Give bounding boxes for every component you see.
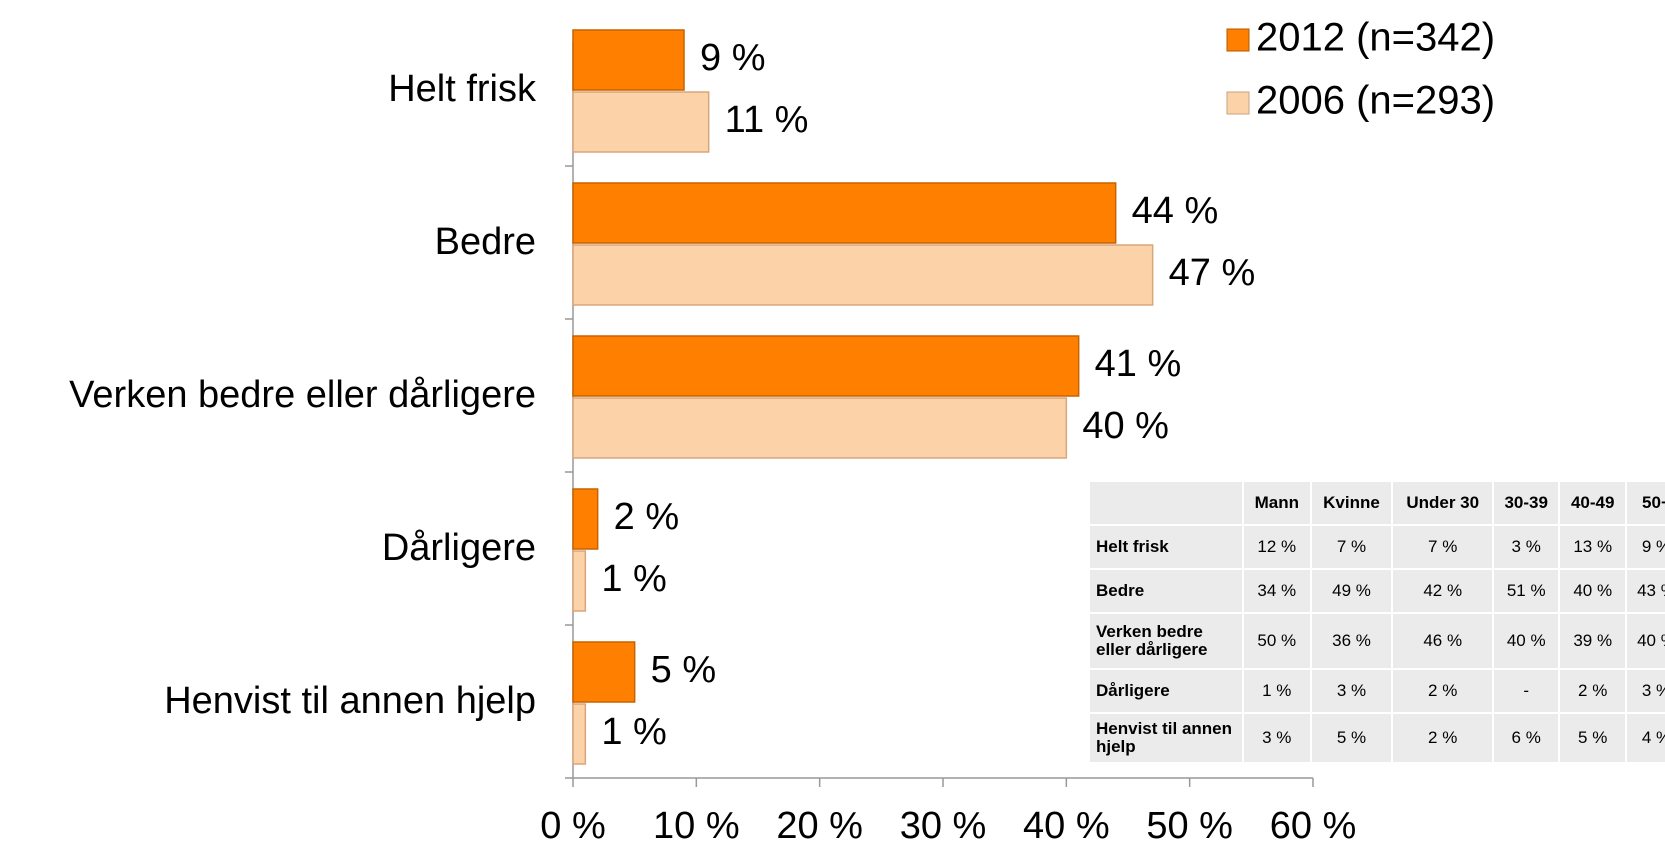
column-header: 40-49: [1560, 482, 1625, 524]
table-cell: -: [1493, 670, 1559, 712]
table-cell: 2 %: [1393, 714, 1492, 762]
value-label: 5 %: [651, 649, 716, 691]
table-cell: 7 %: [1393, 526, 1492, 568]
value-label: 1 %: [601, 558, 666, 600]
bar: [572, 641, 636, 703]
row-label: Dårligere: [1090, 670, 1242, 712]
legend-label: 2006 (n=293): [1256, 79, 1495, 123]
table-cell: 2 %: [1393, 670, 1492, 712]
table-cell: 51 %: [1493, 570, 1559, 612]
table-cell: 34 %: [1244, 570, 1310, 612]
value-label: 41 %: [1095, 343, 1182, 385]
table-cell: 40 %: [1560, 570, 1625, 612]
x-tick-label: 30 %: [900, 805, 987, 847]
table-cell: 5 %: [1560, 714, 1625, 762]
table-cell: 5 %: [1311, 714, 1392, 762]
value-label: 47 %: [1169, 252, 1256, 294]
bar: [572, 244, 1154, 306]
category-label: Verken bedre eller dårligere: [69, 374, 536, 416]
column-header: Mann: [1244, 482, 1310, 524]
value-label: 9 %: [700, 37, 765, 79]
table-row: Henvist til annen hjelp 3 % 5 % 2 % 6 % 5 % 4 …: [1090, 714, 1665, 762]
legend-swatch: [1226, 28, 1250, 52]
column-header: 50+: [1626, 482, 1665, 524]
column-header: 30-39: [1493, 482, 1559, 524]
row-label: Verken bedre eller dårligere: [1090, 614, 1242, 668]
x-tick-label: 0 %: [540, 805, 605, 847]
category-label: Dårligere: [382, 527, 536, 569]
value-label: 40 %: [1082, 405, 1169, 447]
bar: [572, 29, 685, 91]
legend-label: 2012 (n=342): [1256, 16, 1495, 60]
x-tick-label: 60 %: [1270, 805, 1357, 847]
table-cell: 46 %: [1393, 614, 1492, 668]
bar: [572, 550, 587, 612]
value-label: 44 %: [1132, 190, 1219, 232]
x-tick-label: 40 %: [1023, 805, 1110, 847]
table-cell: 39 %: [1560, 614, 1625, 668]
legend-swatch: [1226, 91, 1250, 115]
bar: [572, 488, 599, 550]
table-cell: 3 %: [1244, 714, 1310, 762]
table-cell: 7 %: [1311, 526, 1392, 568]
table-cell: 9 %: [1626, 526, 1665, 568]
table-cell: 13 %: [1560, 526, 1625, 568]
row-label: Henvist til annen hjelp: [1090, 714, 1242, 762]
bar: [572, 397, 1068, 459]
category-label: Helt frisk: [388, 68, 537, 110]
table-cell: 3 %: [1311, 670, 1392, 712]
table-cell: 40 %: [1626, 614, 1665, 668]
category-label: Henvist til annen hjelp: [164, 680, 536, 722]
table-cell: 36 %: [1311, 614, 1392, 668]
bar: [572, 91, 710, 153]
x-tick-label: 10 %: [653, 805, 740, 847]
x-tick-label: 20 %: [776, 805, 863, 847]
value-label: 11 %: [725, 99, 809, 141]
table-cell: 42 %: [1393, 570, 1492, 612]
row-label: Bedre: [1090, 570, 1242, 612]
table-cell: 3 %: [1493, 526, 1559, 568]
table-cell: 1 %: [1244, 670, 1310, 712]
table-cell: 6 %: [1493, 714, 1559, 762]
bar: [572, 335, 1080, 397]
bar: [572, 703, 587, 765]
x-tick-label: 50 %: [1146, 805, 1233, 847]
table-cell: 3 %: [1626, 670, 1665, 712]
table-cell: 49 %: [1311, 570, 1392, 612]
bar: [572, 182, 1117, 244]
table-cell: 50 %: [1244, 614, 1310, 668]
category-label: Bedre: [435, 221, 536, 263]
column-header: Kvinne: [1311, 482, 1392, 524]
table-corner: [1090, 482, 1242, 524]
table-cell: 2 %: [1560, 670, 1625, 712]
table-cell: 40 %: [1493, 614, 1559, 668]
table-cell: 4 %: [1626, 714, 1665, 762]
table-cell: 43 %: [1626, 570, 1665, 612]
table-cell: 12 %: [1244, 526, 1310, 568]
table-row: Verken bedre eller dårligere 50 % 36 % 46 %…: [1090, 614, 1665, 668]
column-header: Under 30: [1393, 482, 1492, 524]
row-label: Helt frisk: [1090, 526, 1242, 568]
value-label: 2 %: [614, 496, 679, 538]
value-label: 1 %: [601, 711, 666, 753]
